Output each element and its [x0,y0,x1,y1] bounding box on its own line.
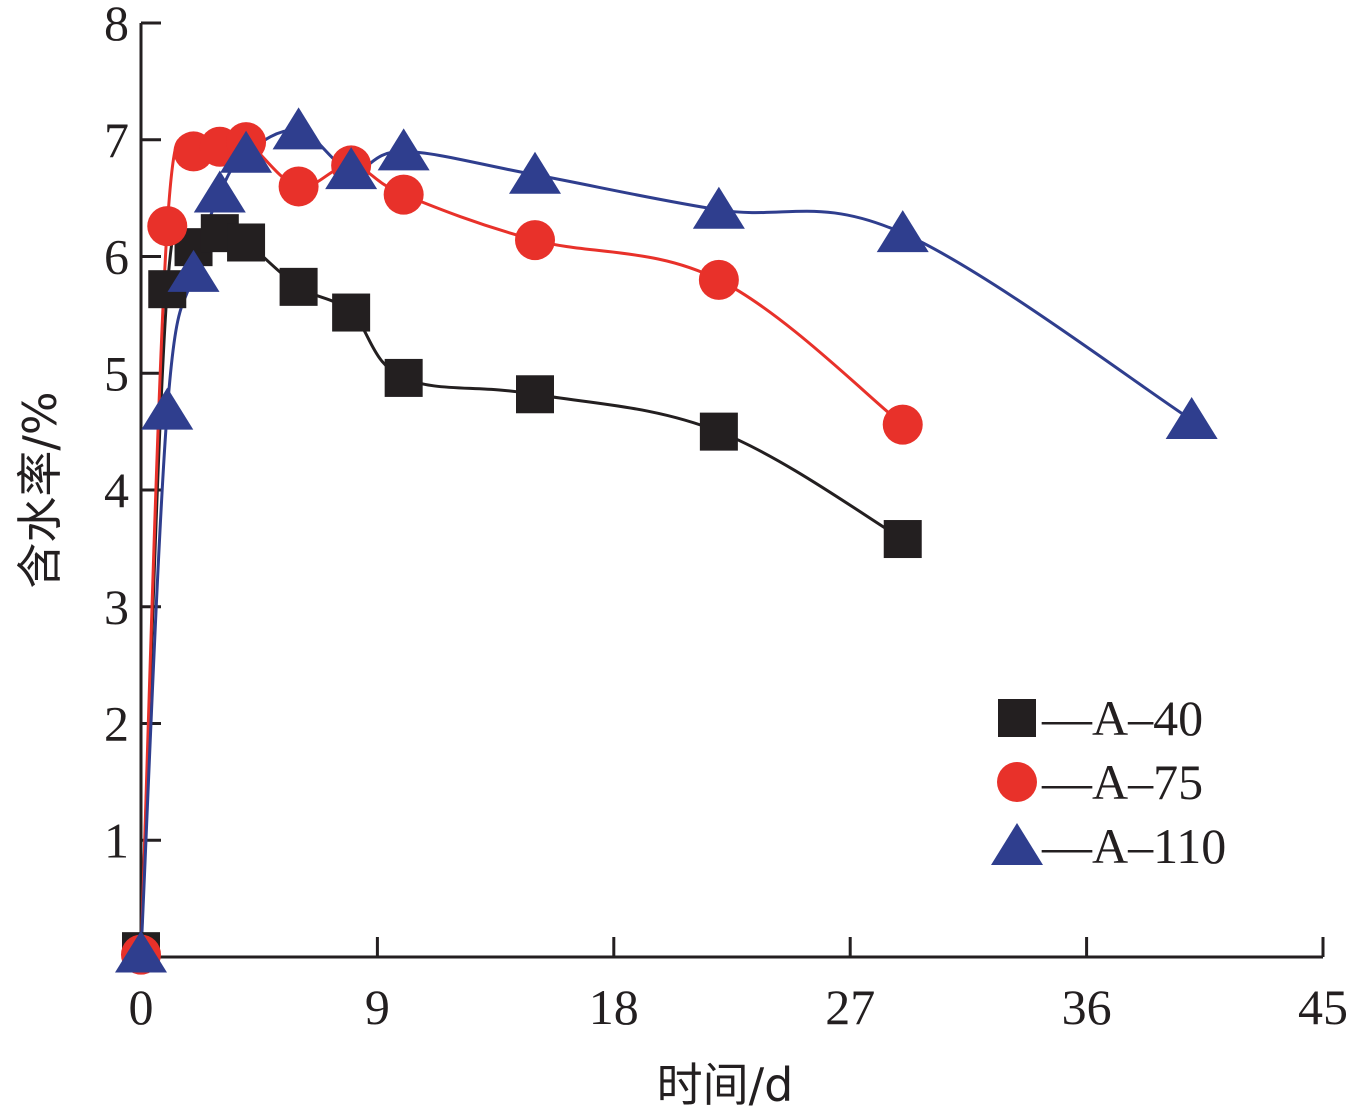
legend-marker-2 [991,823,1043,865]
legend-label-2: —A–110 [1041,818,1226,874]
series-2-point [692,186,745,229]
series-0-point [516,375,554,414]
x-tick-label: 36 [1062,979,1112,1035]
x-tick-label: 0 [129,979,154,1035]
series-0-point [699,412,738,451]
y-tick-label: 1 [104,812,129,868]
series-1-point [882,404,923,445]
y-tick-label: 7 [104,112,129,168]
series-0-point [332,293,371,332]
series-2-point [272,107,325,150]
series-2-point [876,210,929,253]
series-0-point [384,358,423,397]
y-tick-label: 5 [104,345,129,401]
y-tick-label: 6 [104,229,129,285]
y-tick-label: 4 [104,462,129,518]
series-2-point [141,387,194,430]
series-line-1 [139,138,904,955]
series-2-point [1165,396,1218,439]
series-curves [139,128,1193,955]
series-0-point [227,223,266,262]
series-2-point [509,151,561,194]
series-0-point [883,520,922,559]
series-line-0 [139,221,904,952]
y-axis-title: 含水率/% [13,391,67,588]
series-1-point [383,174,424,215]
legend-label-0: —A–40 [1041,690,1203,746]
series-line-2 [139,128,1193,954]
series-2-point [377,128,430,171]
series-1-point [515,220,555,261]
series-2-point [220,130,273,173]
series-markers [115,107,1218,975]
y-tick-label: 8 [104,0,129,51]
legend: —A–40 —A–75 —A–110 [991,690,1226,874]
x-tick-label: 9 [365,979,390,1035]
legend-marker-0 [998,699,1036,737]
series-1-point [278,166,319,207]
legend-marker-1 [997,762,1037,802]
series-2-point [325,147,378,190]
y-tick-label: 3 [104,579,129,635]
y-tick-label: 2 [104,696,129,752]
x-tick-label: 27 [825,979,875,1035]
series-0-point [279,267,318,306]
series-1-point [147,206,188,247]
legend-label-1: —A–75 [1041,754,1203,810]
series-2-point [193,170,246,213]
series-2-point [115,930,167,973]
series-2-point [167,249,220,292]
series-1-point [698,259,739,300]
x-axis-title: 时间/d [657,1058,794,1112]
x-tick-label: 45 [1298,979,1348,1035]
x-tick-label: 18 [589,979,639,1035]
